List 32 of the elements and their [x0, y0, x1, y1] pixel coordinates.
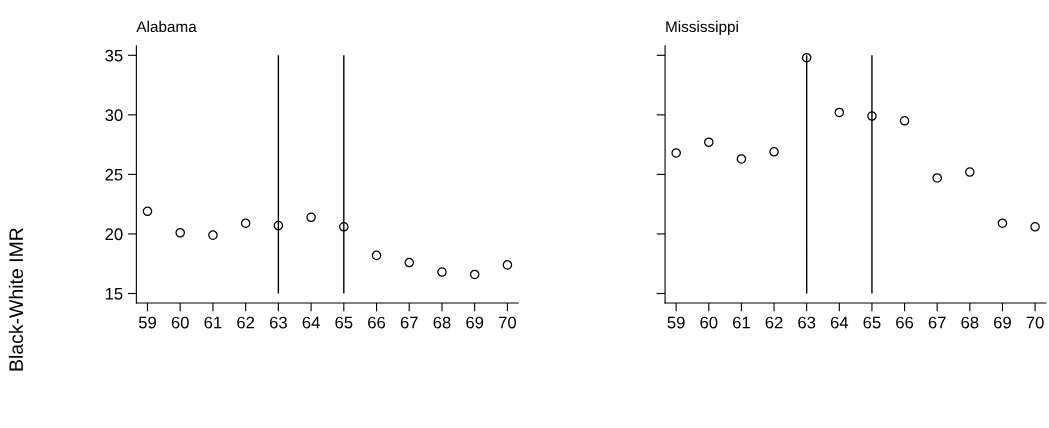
x-tick-label: 70: [498, 316, 517, 329]
x-tick-label: 64: [302, 316, 320, 329]
chart-title: Mississippi: [666, 20, 738, 36]
x-tick-label: 62: [765, 316, 783, 329]
y-tick-label: 25: [105, 168, 123, 181]
x-tick-label: 67: [400, 316, 418, 329]
x-tick-label: 69: [466, 316, 484, 329]
y-tick-label: 20: [105, 228, 123, 241]
x-tick-label: 63: [798, 316, 816, 329]
x-tick-label: 64: [830, 316, 849, 329]
x-tick-label: 66: [896, 316, 914, 329]
x-tick-label: 59: [138, 316, 156, 329]
x-tick-label: 69: [994, 316, 1011, 329]
y-tick-label: 15: [105, 288, 123, 300]
x-tick-label: 61: [733, 316, 750, 329]
x-tick-label: 65: [335, 316, 353, 329]
x-tick-label: 68: [433, 316, 451, 329]
x-tick-label: 62: [237, 316, 255, 329]
x-tick-label: 60: [700, 316, 718, 329]
x-tick-label: 67: [928, 316, 946, 329]
x-tick-label: 66: [368, 316, 386, 329]
y-tick-label: 35: [105, 49, 123, 62]
x-tick-label: 65: [863, 316, 881, 329]
y-tick-label: 30: [105, 109, 123, 122]
x-tick-label: 60: [171, 316, 189, 329]
x-tick-label: 63: [269, 316, 287, 329]
x-tick-label: 70: [1026, 316, 1044, 329]
chart-title: Alabama: [136, 20, 197, 33]
x-tick-label: 68: [961, 316, 979, 329]
x-tick-label: 61: [204, 316, 222, 329]
y-axis-title: Black-White IMR: [8, 228, 24, 371]
x-tick-label: 59: [667, 316, 685, 329]
